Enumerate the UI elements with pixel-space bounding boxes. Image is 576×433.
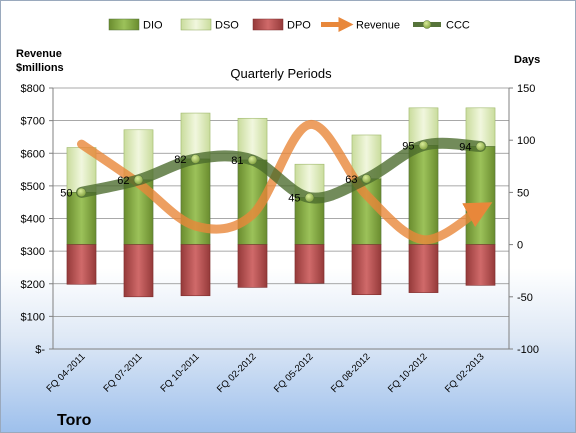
bar-dio-0 — [66, 192, 97, 245]
legend: DIO DSO DPO Revenue CCC — [108, 17, 470, 32]
bar-dpo-1 — [123, 244, 154, 298]
ccc-data-label-2: 82 — [174, 154, 186, 166]
legend-label-dio: DIO — [143, 20, 163, 32]
ccc-data-label-6: 95 — [402, 140, 414, 152]
right-tick-label-4: 100 — [517, 135, 535, 147]
ccc-data-label-5: 63 — [345, 174, 357, 186]
category-label-3: FQ 02-2012 — [215, 351, 259, 395]
category-label-2: FQ 10-2011 — [158, 351, 201, 394]
category-label-4: FQ 05-2012 — [272, 351, 316, 395]
legend-label-dpo: DPO — [287, 20, 311, 32]
ccc-point-3 — [247, 155, 258, 165]
ccc-point-0 — [76, 187, 87, 198]
right-tick-label-2: 0 — [517, 240, 523, 252]
right-tick-label-3: 50 — [517, 187, 529, 199]
legend-label-revenue: Revenue — [356, 20, 400, 32]
ccc-point-7 — [475, 141, 486, 152]
ccc-point-5 — [361, 174, 372, 184]
legend-swatch-dio — [108, 18, 140, 31]
right-tick-label-1: -50 — [517, 292, 533, 304]
ccc-line — [76, 137, 486, 204]
left-tick-label-0: $- — [35, 344, 45, 356]
bar-dpo-6 — [408, 244, 439, 293]
right-tick-label-5: 150 — [517, 83, 535, 95]
legend-swatch-ccc-dot — [422, 20, 432, 29]
ccc-data-label-7: 94 — [459, 141, 471, 153]
ccc-data-label-1: 62 — [117, 175, 129, 187]
bar-dio-7 — [465, 146, 496, 245]
category-label-7: FQ 02-2013 — [443, 351, 487, 395]
right-tick-label-0: -100 — [517, 344, 539, 356]
category-label-0: FQ 04-2011 — [44, 351, 87, 394]
category-label-5: FQ 08-2012 — [329, 351, 373, 395]
legend-swatch-dpo — [252, 18, 284, 31]
bar-dpo-4 — [294, 244, 325, 284]
left-tick-label-2: $200 — [21, 279, 45, 291]
company-name: Toro — [57, 412, 92, 429]
ccc-point-1 — [133, 175, 144, 185]
right-axis-title: Days — [514, 54, 540, 66]
bar-dpo-7 — [465, 244, 496, 286]
legend-label-ccc: CCC — [446, 20, 470, 32]
bar-dpo-0 — [66, 244, 97, 285]
plot-area: $- $100 $200 $300 $400 $500 $600 $700 $800 -100 -5… — [21, 83, 540, 395]
ccc-point-6 — [418, 140, 429, 151]
left-axis-title-line-1: Revenue — [16, 48, 62, 60]
bar-dio-6 — [408, 145, 439, 245]
left-tick-label-4: $400 — [21, 214, 45, 226]
left-axis-title-line-2: $millions — [16, 62, 64, 74]
category-label-1: FQ 07-2011 — [101, 351, 144, 394]
bar-dpo-3 — [237, 244, 268, 288]
left-tick-label-7: $700 — [21, 116, 45, 128]
category-label-6: FQ 10-2012 — [386, 351, 430, 395]
bar-dpo-5 — [351, 244, 382, 296]
legend-swatch-dso — [180, 18, 212, 31]
bar-dso-6 — [408, 107, 439, 146]
bar-dpo-2 — [180, 244, 211, 297]
ccc-data-label-3: 81 — [231, 155, 243, 167]
ccc-point-4 — [304, 192, 315, 203]
left-tick-label-5: $500 — [21, 181, 45, 193]
ccc-point-2 — [190, 154, 201, 164]
revenue-line — [77, 120, 493, 245]
left-tick-label-1: $100 — [21, 311, 45, 323]
bar-dio-4 — [294, 197, 325, 245]
chart-title: Quarterly Periods — [230, 66, 332, 81]
legend-label-dso: DSO — [215, 20, 239, 32]
ccc-data-label-4: 45 — [288, 193, 300, 205]
left-tick-label-8: $800 — [21, 83, 45, 95]
left-tick-label-3: $300 — [21, 246, 45, 258]
ccc-data-label-0: 50 — [60, 187, 72, 199]
left-tick-label-6: $600 — [21, 148, 45, 160]
